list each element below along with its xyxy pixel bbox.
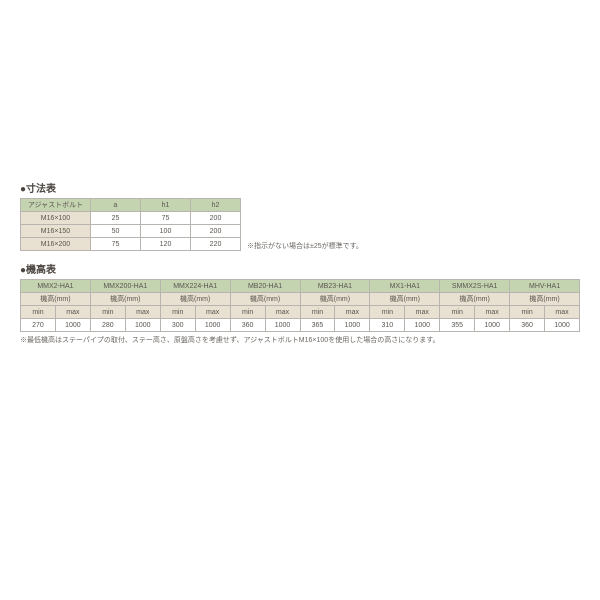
cell: 1000 <box>475 319 510 332</box>
model-header: MMX200-HA1 <box>90 280 160 293</box>
sub-label: max <box>265 306 300 319</box>
row-label: M16×150 <box>21 225 91 238</box>
cell: 120 <box>141 238 191 251</box>
unit-label: 機高(mm) <box>230 293 300 306</box>
unit-label: 機高(mm) <box>300 293 370 306</box>
table-row: M16×100 25 75 200 <box>21 212 241 225</box>
unit-label: 機高(mm) <box>440 293 510 306</box>
cell: 1000 <box>125 319 160 332</box>
table-header-row: MMX2-HA1 MMX200-HA1 MMX224-HA1 MB20-HA1 … <box>21 280 580 293</box>
cell: 50 <box>91 225 141 238</box>
height-table: MMX2-HA1 MMX200-HA1 MMX224-HA1 MB20-HA1 … <box>20 279 580 332</box>
cell: 270 <box>21 319 56 332</box>
sub-label: min <box>160 306 195 319</box>
cell: 1000 <box>265 319 300 332</box>
sub-label: max <box>335 306 370 319</box>
col-header: h2 <box>191 199 241 212</box>
sub-label: min <box>300 306 335 319</box>
model-header: MB23-HA1 <box>300 280 370 293</box>
table-row: M16×150 50 100 200 <box>21 225 241 238</box>
col-header: h1 <box>141 199 191 212</box>
height-note: ※最低機高はステーパイプの取付、ステー高さ、原盤高さを考慮せず、アジャストボルト… <box>20 335 580 345</box>
cell: 360 <box>510 319 545 332</box>
cell: 25 <box>91 212 141 225</box>
unit-label: 機高(mm) <box>510 293 580 306</box>
sub-label: min <box>21 306 56 319</box>
cell: 1000 <box>195 319 230 332</box>
unit-label: 機高(mm) <box>21 293 91 306</box>
dim-note: ※指示がない場合は±25が標準です。 <box>247 241 363 251</box>
unit-label: 機高(mm) <box>370 293 440 306</box>
col-header: a <box>91 199 141 212</box>
sub-label: max <box>195 306 230 319</box>
cell: 355 <box>440 319 475 332</box>
cell: 1000 <box>545 319 580 332</box>
cell: 310 <box>370 319 405 332</box>
cell: 365 <box>300 319 335 332</box>
sub-label: max <box>125 306 160 319</box>
sub-label: max <box>545 306 580 319</box>
cell: 300 <box>160 319 195 332</box>
table-header-row: アジャストボルト a h1 h2 <box>21 199 241 212</box>
sub-row: min max min max min max min max min max … <box>21 306 580 319</box>
model-header: MHV-HA1 <box>510 280 580 293</box>
cell: 1000 <box>55 319 90 332</box>
cell: 1000 <box>335 319 370 332</box>
sub-label: max <box>475 306 510 319</box>
model-header: MB20-HA1 <box>230 280 300 293</box>
table-row: M16×200 75 120 220 <box>21 238 241 251</box>
table-row: 270 1000 280 1000 300 1000 360 1000 365 … <box>21 319 580 332</box>
sub-label: min <box>230 306 265 319</box>
sub-label: max <box>55 306 90 319</box>
cell: 360 <box>230 319 265 332</box>
cell: 100 <box>141 225 191 238</box>
unit-row: 機高(mm) 機高(mm) 機高(mm) 機高(mm) 機高(mm) 機高(mm… <box>21 293 580 306</box>
height-table-title: ●機高表 <box>20 261 580 276</box>
model-header: MMX224-HA1 <box>160 280 230 293</box>
dim-table-title: ●寸法表 <box>20 180 580 195</box>
cell: 75 <box>91 238 141 251</box>
col-header: アジャストボルト <box>21 199 91 212</box>
sub-label: max <box>405 306 440 319</box>
sub-label: min <box>370 306 405 319</box>
cell: 280 <box>90 319 125 332</box>
unit-label: 機高(mm) <box>160 293 230 306</box>
sub-label: min <box>440 306 475 319</box>
unit-label: 機高(mm) <box>90 293 160 306</box>
model-header: MX1-HA1 <box>370 280 440 293</box>
cell: 220 <box>191 238 241 251</box>
model-header: MMX2-HA1 <box>21 280 91 293</box>
row-label: M16×200 <box>21 238 91 251</box>
model-header: SMMX2S-HA1 <box>440 280 510 293</box>
dim-table: アジャストボルト a h1 h2 M16×100 25 75 200 M16×1… <box>20 198 241 251</box>
cell: 200 <box>191 225 241 238</box>
sub-label: min <box>510 306 545 319</box>
cell: 200 <box>191 212 241 225</box>
cell: 1000 <box>405 319 440 332</box>
sub-label: min <box>90 306 125 319</box>
cell: 75 <box>141 212 191 225</box>
row-label: M16×100 <box>21 212 91 225</box>
